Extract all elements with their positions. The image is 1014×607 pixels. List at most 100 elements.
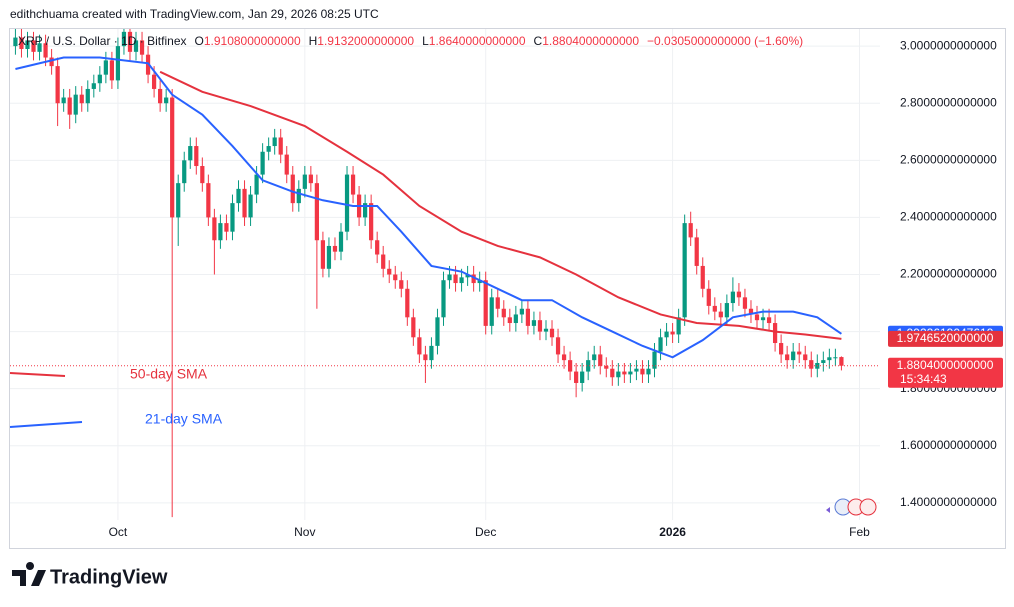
candle-body xyxy=(803,354,808,361)
candle-body xyxy=(236,188,241,204)
candle-body xyxy=(489,297,494,326)
candle-body xyxy=(730,291,735,304)
candle-body xyxy=(218,223,223,241)
candle-body xyxy=(537,320,543,332)
credit: edithchuama created with TradingView.com… xyxy=(10,7,379,21)
candle-body xyxy=(742,297,748,309)
candle-body xyxy=(103,60,108,75)
candle-body xyxy=(338,231,344,252)
candle-body xyxy=(369,203,374,241)
ohlc-key: C xyxy=(534,34,543,48)
sma-price-badge-bg xyxy=(888,330,1003,347)
candle-body xyxy=(19,37,24,49)
annotation: 21-day SMA xyxy=(145,411,223,427)
candle-body xyxy=(549,328,555,338)
candle-body xyxy=(381,254,386,269)
symbol-title: XRP / U.S. Dollar · 1D · Bitfinex xyxy=(18,34,187,48)
y-tick-label: 2.2000000000000 xyxy=(900,267,997,281)
y-tick-label: 1.6000000000000 xyxy=(900,438,997,452)
candle-body xyxy=(272,137,277,147)
chart-frame xyxy=(9,28,1006,549)
candle-body xyxy=(248,194,253,218)
candle-body xyxy=(797,351,802,355)
candle-body xyxy=(308,174,313,184)
candle-body xyxy=(513,314,518,324)
candle-body xyxy=(61,97,66,104)
candle-body xyxy=(43,43,48,58)
candle-body xyxy=(507,317,512,324)
candle-body xyxy=(55,66,60,104)
candle-body xyxy=(49,57,54,67)
candle-body xyxy=(393,274,398,281)
ohlc-value: 1.9132000000000 xyxy=(317,34,414,48)
candle-body xyxy=(471,274,476,284)
annotation-line xyxy=(9,372,66,377)
candle-body xyxy=(417,337,422,355)
candle-body xyxy=(791,351,796,361)
candle-body xyxy=(748,308,754,315)
candle-body xyxy=(314,183,319,241)
y-tick-label: 1.4000000000000 xyxy=(900,495,997,509)
overlay: 1.40000000000001.60000000000001.80000000… xyxy=(9,34,1003,539)
candle-body xyxy=(676,317,681,335)
candle-body xyxy=(694,237,699,266)
y-tick-label: 2.6000000000000 xyxy=(900,152,997,166)
change: −0.0305000000000 (−1.60%) xyxy=(647,34,803,48)
legend: XRP / U.S. Dollar · 1D · Bitfinex O1.9108… xyxy=(18,34,803,48)
candle-body xyxy=(670,331,675,335)
candle-body xyxy=(525,308,531,326)
candle-body xyxy=(622,371,627,375)
candle-body xyxy=(610,368,615,378)
candle-body xyxy=(109,60,115,81)
candle-body xyxy=(399,280,404,289)
candle-body xyxy=(833,357,838,359)
candle-body xyxy=(363,203,368,218)
event-icons xyxy=(826,498,877,516)
event-icon xyxy=(859,498,877,516)
candle-body xyxy=(736,291,742,298)
candle-body xyxy=(604,365,609,369)
candle-body xyxy=(441,280,446,318)
candle-body xyxy=(85,88,90,104)
candle-body xyxy=(453,274,458,284)
candle-body xyxy=(387,268,392,275)
candle-body xyxy=(121,31,127,47)
x-tick-label: Feb xyxy=(849,525,870,539)
y-tick-label: 3.0000000000000 xyxy=(900,38,997,52)
candle-body xyxy=(194,146,199,167)
candle-body xyxy=(332,245,338,252)
candle-body xyxy=(682,223,687,318)
x-tick-label: Nov xyxy=(294,525,315,539)
candle-body xyxy=(459,277,464,284)
candle-body xyxy=(555,337,561,355)
candle-body xyxy=(37,43,42,52)
candle-body xyxy=(164,97,169,104)
candle-body xyxy=(598,354,603,366)
x-tick-label: 2026 xyxy=(659,525,686,539)
candle-body xyxy=(423,354,428,361)
candle-body xyxy=(91,83,96,89)
candle-body xyxy=(13,37,18,47)
candle-body xyxy=(139,40,145,55)
candle-body xyxy=(266,146,271,152)
candle-body xyxy=(561,354,567,361)
candle-body xyxy=(519,308,524,315)
candle-body xyxy=(658,337,663,352)
event-arrow xyxy=(826,507,830,513)
candle-body xyxy=(158,88,163,104)
candle-body xyxy=(67,97,72,115)
annotation: 50-day SMA xyxy=(130,366,208,382)
candle-body xyxy=(827,357,832,361)
candle-body xyxy=(574,371,579,383)
candle-body xyxy=(495,297,500,309)
last-price-badge-bg xyxy=(888,357,1003,388)
candle-body xyxy=(706,288,711,306)
candle-body xyxy=(133,40,139,52)
candle-body xyxy=(284,154,289,175)
candle-body xyxy=(25,40,30,49)
candle-body xyxy=(188,146,193,161)
candle-body xyxy=(326,245,332,269)
candle-body xyxy=(79,94,84,104)
candle-body xyxy=(200,166,205,184)
